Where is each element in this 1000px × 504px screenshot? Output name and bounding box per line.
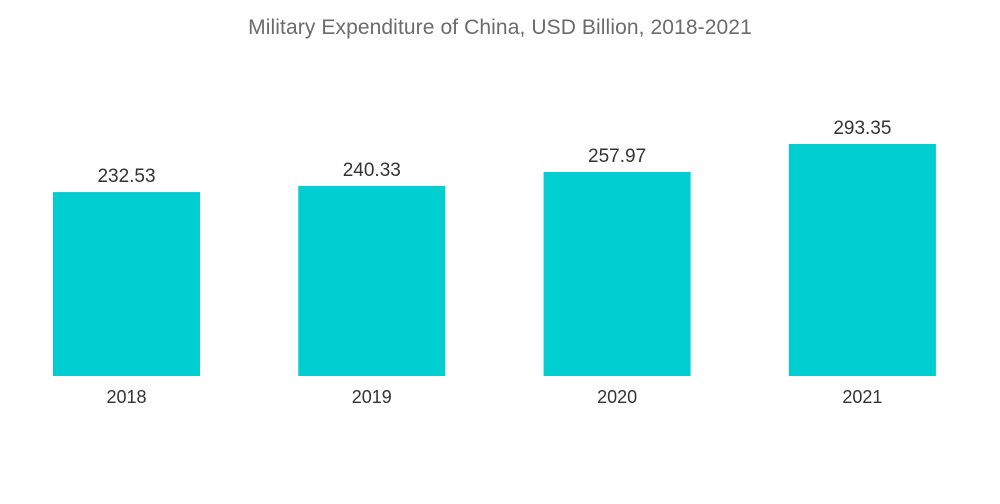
x-tick-labels-group: 2018 2019 2020 2021 [106,387,882,407]
x-tick-label-2018: 2018 [106,387,146,407]
chart-title: Military Expenditure of China, USD Billi… [248,16,752,39]
value-label-2021: 293.35 [833,118,891,139]
bar-2018 [53,192,200,376]
x-tick-label-2021: 2021 [842,387,882,407]
value-label-2018: 232.53 [97,166,155,187]
bar-2020 [543,172,691,376]
value-labels-group: 232.53 240.33 257.97 293.35 [97,118,891,187]
x-tick-label-2020: 2020 [597,387,637,407]
bar-2021 [788,144,936,376]
bar-2019 [298,185,446,376]
bars-group [53,144,936,376]
x-tick-label-2019: 2019 [352,387,392,407]
value-label-2019: 240.33 [343,160,401,181]
value-label-2020: 257.97 [588,146,646,167]
